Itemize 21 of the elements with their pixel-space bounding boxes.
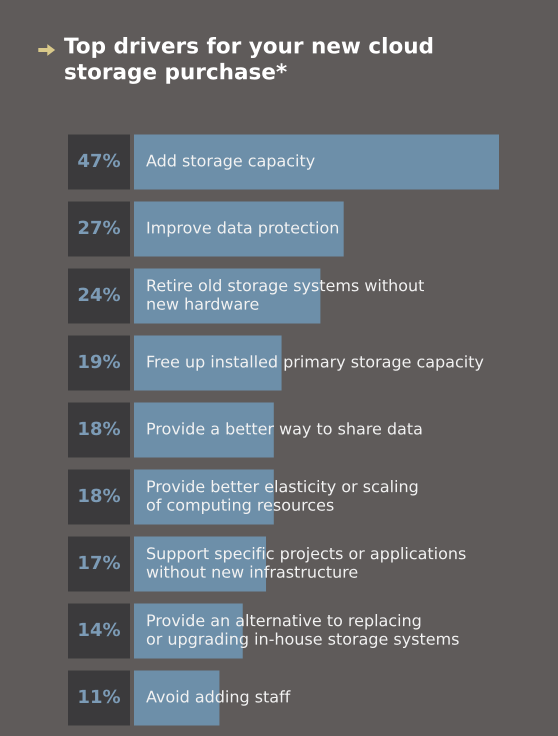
data-label: 24%	[78, 288, 120, 302]
y-tick-label: Add storage capacity	[146, 154, 315, 170]
data-label: 18%	[79, 488, 120, 502]
chart-title: Top drivers for your new cloud storage purchase*	[64, 37, 432, 84]
data-label: 47%	[78, 154, 120, 168]
y-tick-label: Free up installed primary storage capacity	[148, 355, 484, 371]
data-label: 14%	[79, 622, 120, 636]
bar	[134, 402, 274, 458]
bar	[134, 202, 344, 256]
data-label: 27%	[78, 220, 120, 234]
data-label: 17%	[79, 556, 120, 570]
data-label: 19%	[79, 354, 120, 368]
y-tick-label: Avoid adding staff	[146, 690, 291, 706]
data-label: 11%	[79, 690, 120, 704]
y-tick-label: Provide better elasticity or scaling of computing resources	[146, 480, 418, 514]
y-tick-label: Provide a better way to share data	[148, 422, 422, 438]
bar	[134, 336, 282, 390]
bar	[134, 134, 499, 190]
y-tick-label: Retire old storage systems without new hardware	[147, 279, 424, 310]
y-tick-label: Improve data protection	[148, 221, 338, 237]
data-label: 18%	[79, 422, 120, 436]
